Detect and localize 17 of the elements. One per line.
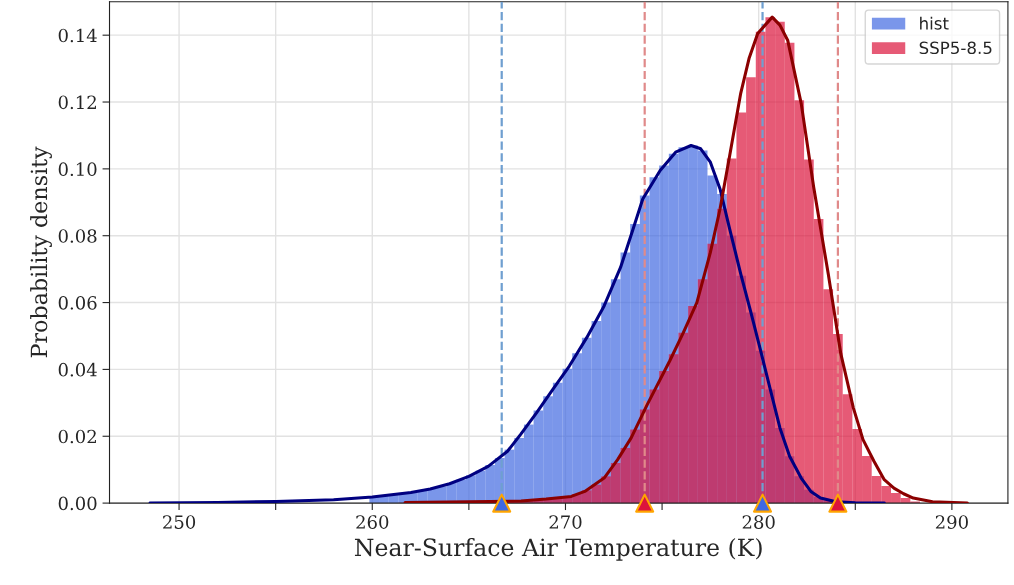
x-tick-label: 280: [742, 515, 775, 529]
y-tick-label: 0.08: [58, 229, 97, 243]
y-tick-label: 0.12: [58, 95, 96, 110]
x-tick-label: 270: [549, 515, 582, 529]
y-tick-label: 0.04: [58, 362, 97, 377]
legend-label: hist: [920, 16, 949, 30]
x-tick-label: 290: [935, 515, 968, 529]
y-tick-label: 0.02: [58, 429, 96, 444]
x-tick-label: 260: [356, 515, 389, 529]
y-tick-label: 0.06: [58, 296, 97, 310]
y-tick-label: 0.14: [58, 28, 97, 43]
legend-label: SSP5-8.5: [919, 41, 992, 55]
y-tick-label: 0.10: [58, 162, 97, 176]
y-tick-label: 0.00: [58, 496, 97, 511]
y-axis-title: Probability density: [30, 146, 52, 358]
x-tick-label: 250: [163, 515, 196, 529]
x-axis-title: Near-Surface Air Temperature (K): [354, 537, 762, 561]
